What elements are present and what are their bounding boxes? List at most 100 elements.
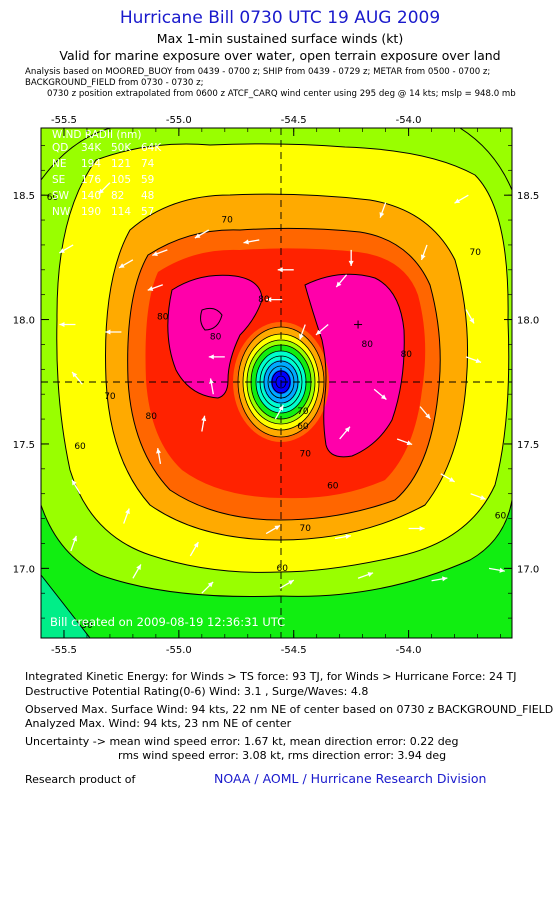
wind-vector-arrow	[123, 508, 130, 524]
contour-label: 50	[81, 621, 93, 631]
footer-ike: Integrated Kinetic Energy: for Winds > T…	[25, 670, 517, 683]
wind-radii-value: 57	[141, 206, 154, 218]
wind-vector-arrow	[58, 244, 74, 254]
wind-radii-value: 50K	[111, 142, 132, 154]
wind-vector-arrow	[357, 572, 374, 579]
contour-label: 80	[146, 412, 158, 422]
wind-vector-arrow	[470, 493, 486, 500]
band-high-left	[167, 275, 262, 398]
plot-credit: Bill created on 2009-08-19 12:36:31 UTC	[50, 615, 285, 629]
wind-vector-arrow	[454, 194, 469, 204]
wind-vector-arrow	[147, 284, 163, 291]
wind-vector-arrow	[299, 324, 306, 340]
wind-vector-arrow	[265, 524, 281, 535]
wind-vector-arrow	[379, 202, 387, 218]
contour-labels: 70 80 70 80 80 80 80 70 60 80 70 60 70 60 70 60 60 60 50	[47, 193, 507, 631]
contour-label: 80	[258, 295, 270, 305]
contour-label: 80	[362, 340, 374, 350]
wind-vector-arrow	[373, 388, 387, 401]
wind-radii-value: 105	[111, 174, 131, 186]
wind-field-bands	[41, 128, 512, 638]
wind-vector-arrow	[201, 415, 207, 432]
wind-vector-arrow	[334, 534, 351, 540]
x-tick-label-bottom: -55.0	[166, 645, 192, 656]
wind-vector-arrow	[419, 406, 431, 420]
contour-label: 60	[47, 193, 59, 203]
band-high-right	[305, 274, 405, 457]
center-crosshair	[41, 128, 512, 638]
wind-vector-arrow	[71, 371, 83, 385]
contour-label: 70	[297, 407, 309, 417]
x-tick-label-bottom: -55.5	[51, 645, 77, 656]
wind-vector-arrow	[420, 244, 428, 261]
x-tick-label-top: -55.5	[51, 115, 77, 126]
wind-vector-arrow	[201, 581, 214, 594]
wind-vector-arrow	[105, 329, 122, 335]
footer-uncertainty-1: Uncertainty -> mean wind speed error: 1.…	[25, 735, 459, 748]
wind-vector-arrow	[71, 479, 81, 495]
wind-radii-value: 114	[111, 206, 131, 218]
contour-label: 70	[104, 392, 116, 402]
y-tick-label-left: 18.0	[13, 316, 35, 327]
y-tick-label-right: 17.0	[517, 564, 539, 575]
wind-vector-arrow	[335, 274, 348, 288]
wind-vector-arrow	[315, 324, 329, 336]
wind-radii-value: 59	[141, 174, 154, 186]
wind-radii-quadrant: NW	[52, 206, 71, 218]
wind-radii-table: WIND RADII (nm) QD 34K 50K 64K NE 194 121 74 SE 1…	[52, 129, 162, 218]
x-tick-label-top: -54.0	[396, 115, 422, 126]
wind-vector-arrow	[277, 267, 294, 273]
wind-radii-quadrant: SW	[52, 190, 70, 202]
y-tick-label-left: 17.0	[13, 564, 35, 575]
wind-vector-arrow	[408, 526, 425, 532]
wind-vector-arrow	[488, 567, 505, 573]
wind-radii-value: 140	[81, 190, 101, 202]
wind-vector-arrow	[189, 541, 199, 557]
chart-subtitle: Max 1-min sustained surface winds (kt)	[156, 31, 404, 46]
wind-field-chart: 70 80 70 80 80 80 80 70 60 80 70 60 70 60 70 60 60 60 50 W…	[13, 115, 540, 656]
x-tick-label-bottom: -54.0	[396, 645, 422, 656]
footer-uncertainty-2: rms wind speed error: 3.08 kt, rms direc…	[118, 749, 447, 762]
x-tick-label-top: -55.0	[166, 115, 192, 126]
wind-vector-arrow	[152, 249, 168, 257]
wind-vector-arrow	[98, 182, 111, 195]
footer-research-label: Research product of	[25, 773, 136, 786]
max-wind-marker	[354, 320, 363, 329]
y-tick-label-left: 18.5	[13, 191, 35, 202]
y-tick-label-right: 17.5	[517, 440, 539, 451]
plot-frame	[40, 127, 513, 639]
contour-label: 60	[327, 482, 339, 492]
contour-label: 70	[299, 524, 311, 534]
contour-label: 70	[299, 449, 311, 459]
contour-label: 70	[470, 248, 482, 258]
wind-radii-quadrant: QD	[52, 142, 68, 154]
wind-vector-arrow	[396, 438, 413, 446]
y-tick-label-right: 18.5	[517, 191, 539, 202]
wind-radii-value: 194	[81, 158, 101, 170]
analysis-info-line-3: 0730 z position extrapolated from 0600 z…	[47, 89, 516, 99]
wind-radii-title: WIND RADII (nm)	[52, 129, 142, 141]
contour-label: 80	[401, 350, 413, 360]
x-tick-label-bottom: -54.5	[281, 645, 307, 656]
wind-radii-value: 121	[111, 158, 131, 170]
wind-radii-quadrant: NE	[52, 158, 67, 170]
wind-vector-arrow	[243, 239, 260, 245]
contour-label: 60	[297, 422, 309, 432]
chart-subtitle-validity: Valid for marine exposure over water, op…	[59, 48, 501, 63]
wind-vectors	[58, 182, 505, 594]
wind-radii-quadrant: SE	[52, 174, 65, 186]
wind-radii-value: 64K	[141, 142, 162, 154]
wind-radii-value: 82	[111, 190, 124, 202]
wind-vector-arrow	[118, 259, 134, 269]
contour-label: 80	[157, 313, 169, 323]
wind-vector-arrow	[440, 473, 455, 483]
contour-label: 60	[277, 564, 289, 574]
wind-vector-arrow	[208, 378, 214, 395]
footer-organization: NOAA / AOML / Hurricane Research Divisio…	[214, 771, 487, 786]
y-tick-label-right: 18.0	[517, 316, 539, 327]
footer-analyzed-max: Analyzed Max. Wind: 94 kts, 23 nm NE of …	[25, 717, 292, 730]
contour-lines	[41, 128, 512, 638]
wind-vector-arrow	[431, 576, 448, 582]
wind-radii-value: 48	[141, 190, 154, 202]
wind-vector-arrow	[279, 579, 295, 589]
